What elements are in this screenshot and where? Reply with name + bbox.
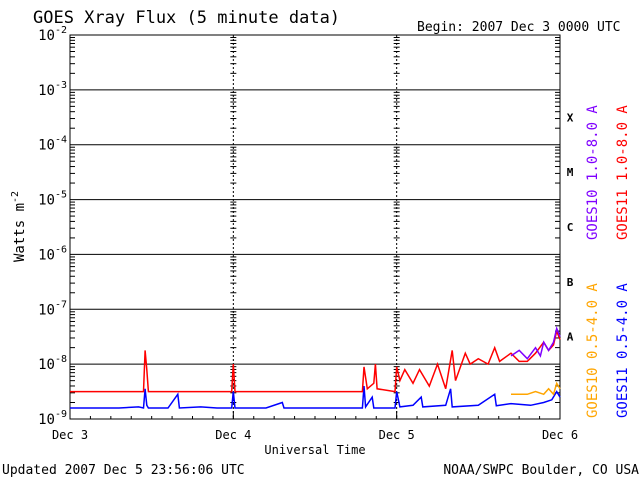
chart-title: GOES Xray Flux (5 minute data) [33,8,340,28]
y-tick-label: 10-9 [38,409,67,428]
legend-entry: GOES11 0.5-4.0 A [615,283,631,418]
flare-class-labels: X M C B A [567,111,574,343]
data-series [70,326,561,410]
y-tick-label: 10-3 [38,80,67,99]
series-line [510,326,561,360]
x-tick-label: Dec 3 [52,428,88,442]
x-tick-label: Dec 4 [215,428,251,442]
legend-entry: GOES10 0.5-4.0 A [585,283,601,418]
y-tick-label: 10-8 [38,354,67,373]
begin-label: Begin: 2007 Dec 3 0000 UTC [417,20,621,35]
y-tick-label: 10-6 [38,244,67,263]
y-tick-label: 10-4 [38,135,67,154]
flare-class-a: A [567,331,574,344]
y-tick-label: 10-5 [38,190,67,209]
series-line [70,386,561,410]
y-tick-label: 10-7 [38,299,67,318]
updated-label: Updated 2007 Dec 5 23:56:06 UTC [2,463,245,478]
legend-entry: GOES11 1.0-8.0 A [615,105,631,240]
series-line [70,328,561,393]
x-axis: Dec 3 Dec 4 Dec 5 Dec 6 [52,411,578,442]
legend: GOES10 1.0-8.0 A GOES11 1.0-8.0 A GOES10 0… [585,105,631,418]
y-tick-label: 10-2 [38,25,67,44]
source-label: NOAA/SWPC Boulder, CO USA [443,463,639,478]
legend-entry: GOES10 1.0-8.0 A [585,105,601,240]
y-axis-label: Watts m-2 [10,191,28,262]
x-tick-label: Dec 5 [379,428,415,442]
x-axis-label: Universal Time [264,443,365,457]
flare-class-b: B [567,276,574,289]
plot-frame [69,34,561,420]
flare-class-c: C [567,221,574,234]
x-tick-label: Dec 6 [542,428,578,442]
y-axis: 10-2 10-3 10-4 10-5 10-6 10-7 10-8 10-9 [38,25,67,428]
flare-class-x: X [567,111,574,124]
plot-grid [70,34,560,420]
series-line [511,381,561,396]
flare-class-m: M [567,166,574,179]
